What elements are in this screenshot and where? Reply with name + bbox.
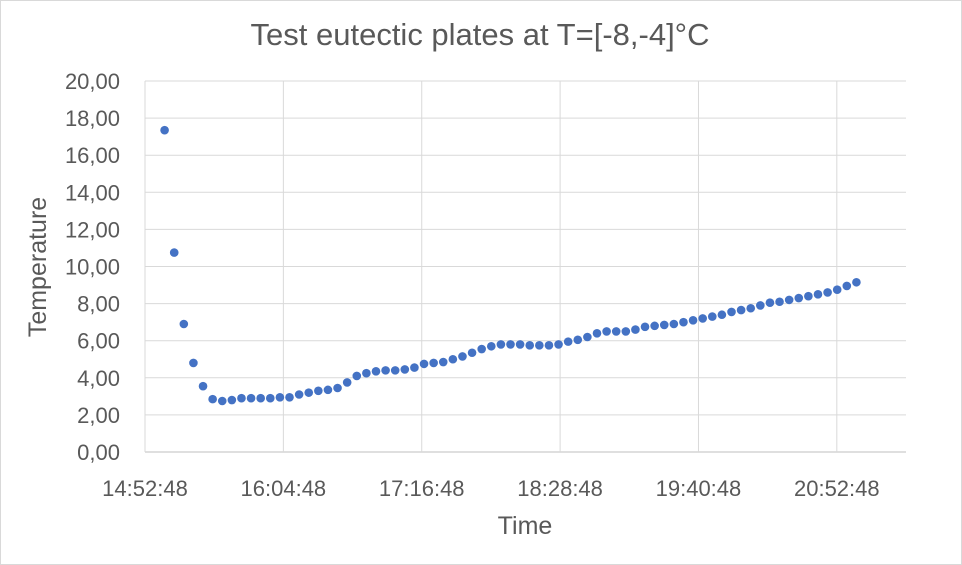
- data-point: [756, 301, 765, 310]
- data-point: [275, 392, 285, 402]
- data-point: [842, 281, 852, 291]
- data-point: [544, 341, 554, 350]
- x-tick-label: 20:52:48: [794, 476, 880, 501]
- data-point: [621, 327, 631, 336]
- y-tick-label: 12,00: [65, 217, 120, 242]
- data-point: [804, 291, 813, 301]
- data-point: [352, 371, 362, 381]
- data-point: [746, 303, 756, 313]
- data-point: [189, 358, 198, 368]
- y-tick-label: 18,00: [65, 106, 120, 131]
- chart-title: Test eutectic plates at T=[-8,-4]°C: [251, 17, 710, 52]
- data-point: [765, 298, 775, 307]
- data-point: [486, 341, 496, 351]
- data-point: [169, 248, 179, 257]
- data-point: [823, 288, 832, 297]
- data-point: [314, 386, 323, 396]
- data-point: [362, 368, 371, 378]
- y-tick-label: 6,00: [77, 329, 120, 354]
- data-point: [784, 295, 794, 305]
- x-tick-label: 14:52:48: [102, 476, 188, 501]
- data-point: [535, 341, 544, 350]
- data-point: [467, 348, 477, 358]
- y-tick-label: 14,00: [65, 180, 120, 205]
- data-point: [458, 352, 467, 361]
- x-tick-label: 19:40:48: [656, 476, 742, 501]
- data-point: [294, 390, 304, 399]
- data-point: [246, 393, 256, 403]
- data-point: [237, 393, 246, 403]
- x-tick-label: 17:16:48: [379, 476, 465, 501]
- gridlines: [144, 80, 906, 453]
- data-point: [775, 297, 784, 307]
- data-point: [265, 393, 275, 403]
- x-tick-label: 16:04:48: [241, 476, 327, 501]
- data-point: [727, 307, 736, 317]
- data-point: [217, 396, 227, 406]
- data-point: [304, 388, 314, 397]
- data-point: [698, 314, 707, 323]
- data-points: [160, 125, 861, 406]
- data-point: [208, 394, 217, 404]
- data-point: [659, 320, 669, 330]
- y-tick-label: 0,00: [77, 440, 120, 465]
- data-point: [707, 312, 717, 321]
- data-point: [429, 358, 438, 368]
- data-point: [650, 321, 659, 331]
- data-point: [323, 385, 333, 395]
- data-point: [285, 392, 294, 402]
- x-tick-label: 18:28:48: [517, 476, 603, 501]
- data-point: [227, 395, 237, 405]
- data-point: [717, 310, 727, 320]
- data-point: [592, 328, 602, 338]
- data-point: [631, 325, 640, 334]
- data-point: [736, 305, 746, 315]
- data-point: [342, 378, 352, 387]
- data-point: [515, 340, 525, 349]
- data-point: [438, 357, 448, 367]
- data-point: [573, 335, 583, 345]
- data-point: [602, 327, 611, 336]
- data-point: [198, 381, 208, 391]
- y-tick-label: 20,00: [65, 69, 120, 94]
- data-point: [419, 359, 429, 369]
- y-tick-label: 2,00: [77, 403, 120, 428]
- data-point: [640, 322, 650, 332]
- y-tick-label: 16,00: [65, 143, 120, 168]
- data-point: [852, 277, 861, 287]
- y-tick-label: 8,00: [77, 292, 120, 317]
- data-point: [400, 365, 410, 374]
- data-point: [563, 337, 573, 346]
- data-point: [179, 319, 189, 329]
- data-point: [679, 317, 688, 327]
- data-point: [688, 315, 698, 325]
- data-point: [669, 319, 679, 329]
- data-point: [410, 363, 419, 372]
- data-point: [256, 393, 265, 403]
- data-point: [160, 125, 169, 135]
- data-point: [611, 327, 621, 336]
- data-point: [525, 341, 535, 350]
- data-point: [371, 367, 381, 376]
- y-tick-label: 4,00: [77, 366, 120, 391]
- tick-labels: 0,00 2,00 4,00 6,00 8,00 10,00 12,00 14,00 16,00…: [65, 69, 880, 501]
- data-point: [477, 344, 486, 354]
- data-point: [506, 340, 515, 349]
- data-point: [583, 332, 592, 342]
- x-axis-label: Time: [498, 512, 553, 540]
- data-point: [333, 383, 342, 393]
- data-point: [448, 354, 458, 364]
- data-point: [813, 290, 823, 299]
- data-point: [496, 340, 506, 349]
- data-point: [390, 366, 400, 375]
- data-point: [832, 285, 842, 294]
- data-point: [794, 293, 804, 303]
- y-tick-label: 10,00: [65, 255, 120, 280]
- data-point: [381, 366, 390, 375]
- y-axis-label: Temperature: [24, 197, 52, 337]
- data-point: [554, 340, 563, 349]
